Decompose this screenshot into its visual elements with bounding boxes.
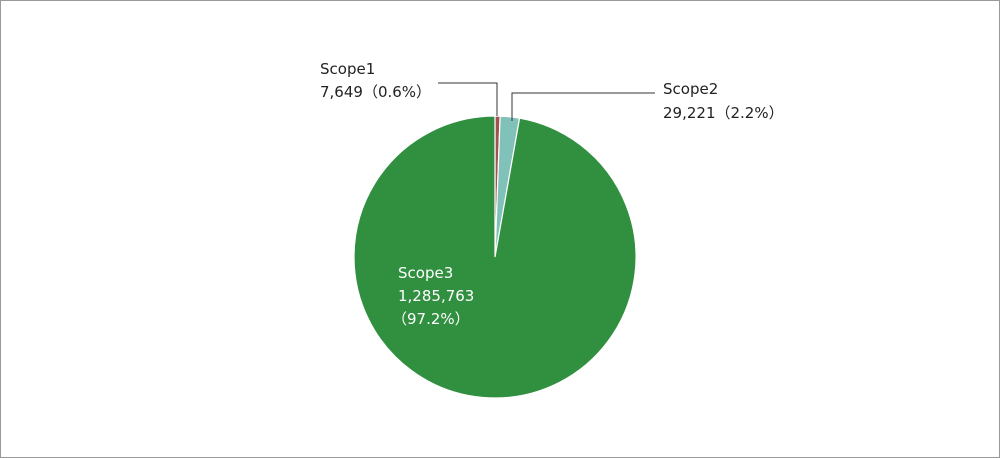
leader-line	[438, 82, 498, 116]
value-label: 29,221	[663, 104, 716, 122]
slice-label: Scope1	[320, 60, 375, 78]
category: Scope2	[663, 80, 718, 98]
slice-value: 7,649（0.6%）	[320, 83, 431, 101]
percent-label: （97.2%）	[392, 310, 470, 328]
value-label: 1,285,763	[398, 287, 474, 305]
category: Scope3	[398, 264, 453, 282]
value-label: 7,649	[320, 83, 363, 101]
percent-label: （0.6%）	[363, 83, 431, 101]
slice-label: Scope2	[663, 80, 718, 98]
pie-slice	[353, 115, 637, 399]
slice-value: 29,221（2.2%）	[663, 104, 784, 122]
pie	[353, 115, 637, 399]
percent-label: （2.2%）	[716, 104, 784, 122]
category: Scope1	[320, 60, 375, 78]
leader-line	[511, 92, 655, 121]
